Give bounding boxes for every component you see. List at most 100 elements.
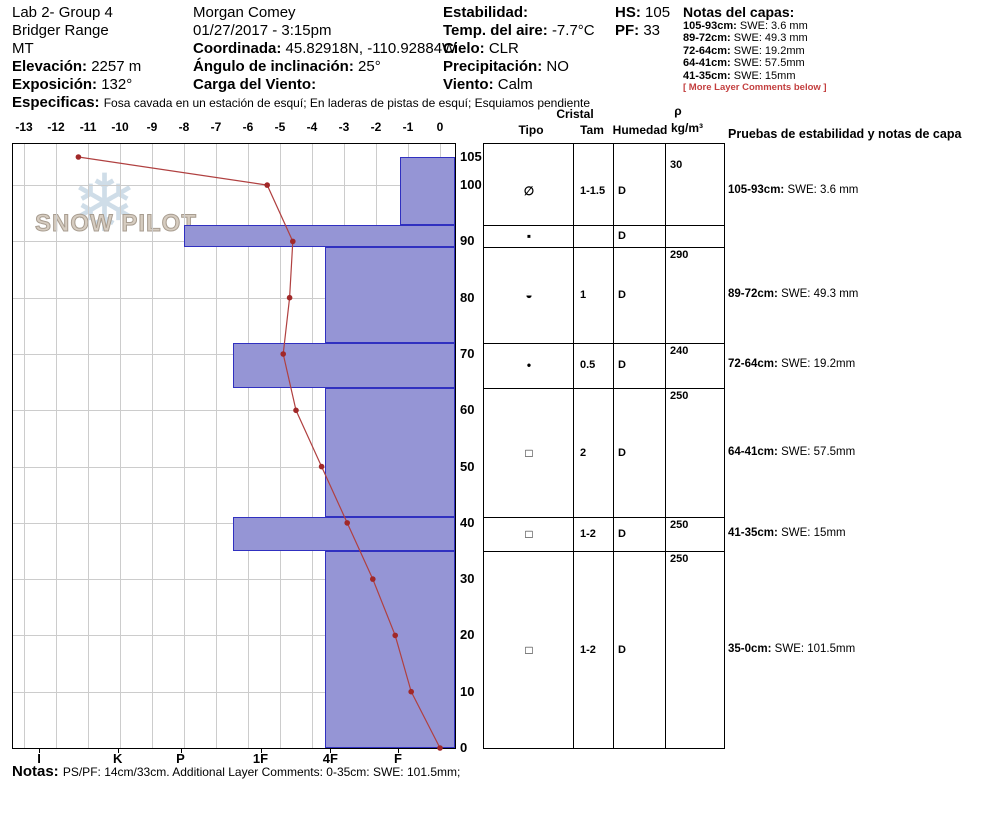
wind: Viento: Calm [443,76,533,93]
density-value: 30 [670,159,683,171]
header-layer-note: 89-72cm: SWE: 49.3 mm [683,32,983,44]
hardness-bar-1F+ [232,342,455,388]
precipitation-value: NO [546,58,569,75]
temp-gridline [152,144,154,748]
aspect-label: Exposición: [12,76,98,93]
header-layer-note-range: 89-72cm: [683,32,731,45]
layer-note-range: 41-35cm: [728,527,778,540]
grain-type-symbol: □ [525,642,533,657]
table-row-divider [484,387,724,389]
header-layer-note-text: SWE: 15mm [730,69,796,82]
header-layer-note: 41-35cm: SWE: 15mm [683,70,983,82]
temperature-point [408,688,415,695]
layer-notes-title: Notas del capas: [683,4,795,20]
wind-value: Calm [497,76,533,93]
humidity-value: D [618,288,626,301]
snowflake-icon: ❄ [71,159,139,248]
density-units-header: kg/m³ [670,121,704,135]
temp-axis-label: -2 [370,120,382,134]
sky-cover: Cielo: CLR [443,40,519,57]
grain-type-symbol: • [526,358,532,373]
hardness-axis-label: K [113,751,123,766]
hardness-axis-tick [397,749,399,753]
header-layer-note: 72-64cm: SWE: 19.2mm [683,45,983,57]
temperature-point [264,182,270,188]
footer-notes-label: Notas: [12,763,59,780]
header-layer-note-text: SWE: 49.3 mm [730,32,808,45]
temp-gridline [88,144,90,748]
layer-note: 89-72cm: SWE: 49.3 mm [728,288,858,300]
grain-type-symbol: ∅ [523,183,535,198]
layer-note-range: 35-0cm: [728,642,772,655]
header-layer-note-range: 64-41cm: [683,57,731,70]
depth-axis-label: 60 [460,402,475,418]
air-temp: Temp. del aire: -7.7°C [443,22,595,39]
specifics-label: Especificas: [12,94,100,111]
datetime: 01/27/2017 - 3:15pm [193,22,332,39]
layer-note-text: SWE: 3.6 mm [784,183,859,196]
specifics-text: Fosa cavada en un estación de esquí; En … [103,96,591,110]
density-value: 250 [670,389,689,402]
hardness-axis-label: F [393,751,402,766]
temp-gridline [120,144,122,748]
temp-axis-label: -13 [15,120,33,134]
hardness-bar-P [183,224,455,248]
elevation: Elevación: 2257 m [12,58,141,75]
wind-label: Viento: [443,76,494,93]
header-layer-notes: 105-93cm: SWE: 3.6 mm 89-72cm: SWE: 49.3 … [683,20,983,93]
grain-size-value: 1-2 [580,643,596,656]
layer-note-range: 105-93cm: [728,183,785,196]
temperature-point [293,407,299,414]
depth-axis-label: 100 [460,177,482,193]
depth-axis-label: 90 [460,233,475,249]
pit-foot-label: PF: [615,22,640,39]
state: MT [12,40,34,57]
depth-gridline [13,635,455,637]
temp-axis-label: -6 [242,120,254,134]
depth-gridline [13,410,455,412]
temp-gridline [56,144,58,748]
grain-size-value: 2 [580,446,587,459]
stability-notes-column: Pruebas de estabilidad y notas de capa 1… [728,0,994,840]
temp-axis-label: -1 [402,120,414,134]
layer-note: 105-93cm: SWE: 3.6 mm [728,184,858,196]
depth-gridline [13,466,455,468]
header-layer-note-range: 41-35cm: [683,69,731,82]
slope-angle: Ángulo de inclinación: 25° [193,58,381,75]
table-column-divider [665,144,666,748]
grain-type-symbol: ▪ [526,228,532,243]
observer: Morgan Comey [193,4,296,21]
table-row-divider [484,517,724,519]
aspect-value: 132° [101,76,133,93]
temp-axis-label: 0 [436,120,444,134]
stability: Estabilidad: [443,4,528,21]
temperature-point [344,520,351,526]
specifics: Especificas: Fosa cavada en un estación … [12,94,590,111]
temp-gridline [248,144,249,748]
temp-axis-label: -4 [306,120,318,134]
footer-notes-text: PS/PF: 14cm/33cm. Additional Layer Comme… [62,765,461,779]
sky-cover-value: CLR [488,40,519,57]
precipitation: Precipitación: NO [443,58,569,75]
temp-gridline [280,144,281,748]
snowpilot-logo-text: SNOW PILOT [35,210,197,238]
layer-note: 64-41cm: SWE: 57.5mm [728,446,855,458]
grain-type-symbol: ◒ [525,287,533,302]
hardness-axis-label: 1F [252,751,269,766]
layer-note-text: SWE: 49.3 mm [777,287,859,300]
temp-gridline [24,144,26,748]
slope-angle-value: 25° [358,58,381,75]
temperature-point [280,351,287,357]
header-layer-note-text: SWE: 19.2mm [730,44,805,57]
hardness-axis-label: 4F [322,751,338,766]
pit-foot-value: 33 [643,22,661,39]
density-value: 290 [670,249,689,262]
snow-height: HS: 105 [615,4,670,21]
hardness-bar-4F [325,387,455,518]
depth-gridline [13,691,455,693]
cristal-column-header: Cristal [556,107,594,121]
temperature-point [286,294,293,301]
temp-axis-label: -11 [79,120,97,134]
grain-size-value: 1 [580,288,587,301]
humidity-value: D [618,643,626,656]
